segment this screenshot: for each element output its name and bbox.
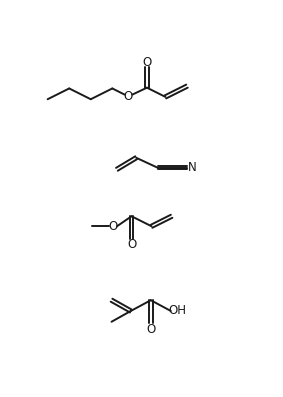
Text: OH: OH (168, 304, 186, 318)
Text: O: O (127, 238, 136, 251)
Text: O: O (142, 56, 152, 69)
Text: O: O (124, 91, 133, 104)
Text: N: N (188, 161, 197, 174)
Text: O: O (108, 220, 118, 233)
Text: O: O (146, 323, 155, 336)
